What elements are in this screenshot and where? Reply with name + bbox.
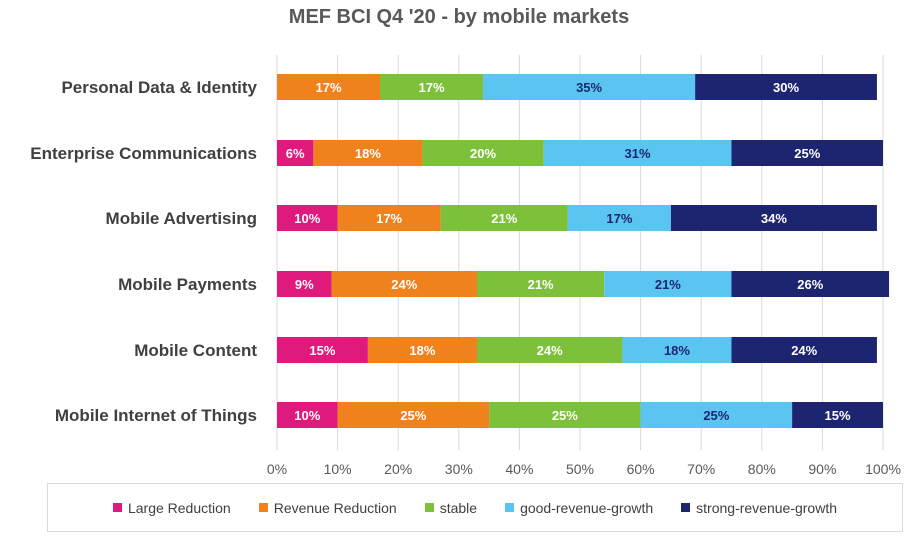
legend-label: Large Reduction bbox=[127, 499, 231, 516]
data-label: 18% bbox=[355, 146, 381, 161]
bar-segment bbox=[567, 205, 671, 231]
data-label: 9% bbox=[295, 277, 314, 292]
bar-segment bbox=[604, 271, 732, 297]
bar-segment bbox=[313, 140, 423, 166]
bar-segment bbox=[489, 402, 641, 428]
data-label: 25% bbox=[794, 146, 820, 161]
bar-segment bbox=[277, 74, 381, 100]
data-label: 17% bbox=[419, 80, 445, 95]
legend-label: strong-revenue-growth bbox=[696, 499, 838, 516]
data-label: 21% bbox=[528, 277, 554, 292]
data-label: 31% bbox=[625, 146, 651, 161]
category-label: Mobile Internet of Things bbox=[55, 406, 257, 425]
data-label: 17% bbox=[606, 211, 632, 226]
bar-segment bbox=[440, 205, 568, 231]
data-label: 10% bbox=[294, 408, 320, 423]
bar-segment bbox=[731, 140, 883, 166]
data-label: 17% bbox=[315, 80, 341, 95]
bar-segment bbox=[277, 402, 338, 428]
bar-segment bbox=[277, 271, 332, 297]
bar-segment bbox=[337, 402, 490, 428]
bar-segment bbox=[277, 140, 314, 166]
data-label: 30% bbox=[773, 80, 799, 95]
x-tick-label: 10% bbox=[324, 461, 352, 477]
legend: Large Reduction Revenue Reduction stable go… bbox=[47, 483, 903, 532]
x-tick-label: 100% bbox=[865, 461, 901, 477]
legend-swatch bbox=[258, 503, 268, 512]
legend-item: Large Reduction bbox=[112, 499, 231, 516]
data-label: 15% bbox=[825, 408, 851, 423]
legend-label: good-revenue-growth bbox=[520, 499, 654, 516]
bar-segment bbox=[380, 74, 484, 100]
bar-segment bbox=[543, 140, 732, 166]
data-label: 26% bbox=[797, 277, 823, 292]
x-tick-label: 60% bbox=[627, 461, 655, 477]
category-label: Mobile Content bbox=[134, 341, 257, 360]
data-label: 6% bbox=[286, 146, 305, 161]
x-tick-label: 80% bbox=[748, 461, 776, 477]
bar-segment bbox=[622, 337, 732, 363]
bar-segment bbox=[640, 402, 793, 428]
data-label: 25% bbox=[703, 408, 729, 423]
bar-segment bbox=[483, 74, 696, 100]
x-tick-label: 70% bbox=[687, 461, 715, 477]
legend-swatch bbox=[505, 503, 515, 512]
data-label: 34% bbox=[761, 211, 787, 226]
category-label: Mobile Advertising bbox=[106, 209, 257, 228]
data-label: 10% bbox=[294, 211, 320, 226]
data-label: 17% bbox=[376, 211, 402, 226]
category-label: Mobile Payments bbox=[118, 275, 257, 294]
bar-segment bbox=[476, 337, 623, 363]
bar-segment bbox=[422, 140, 544, 166]
bar-segment bbox=[695, 74, 877, 100]
legend-item: Revenue Reduction bbox=[258, 499, 397, 516]
x-tick-label: 40% bbox=[505, 461, 533, 477]
legend-swatch bbox=[681, 503, 691, 512]
legend-swatch bbox=[424, 503, 434, 512]
data-label: 20% bbox=[470, 146, 496, 161]
data-label: 35% bbox=[576, 80, 602, 95]
bar-segment bbox=[331, 271, 477, 297]
x-tick-label: 90% bbox=[808, 461, 836, 477]
legend-item: good-revenue-growth bbox=[505, 500, 653, 516]
data-label: 21% bbox=[491, 211, 517, 226]
legend-item: strong-revenue-growth bbox=[681, 500, 837, 516]
data-label: 24% bbox=[791, 343, 817, 358]
category-label: Enterprise Communications bbox=[30, 144, 257, 163]
bar-segment bbox=[337, 205, 441, 231]
gridlines bbox=[276, 55, 884, 450]
data-label: 18% bbox=[409, 343, 435, 358]
bar-segment bbox=[792, 402, 883, 428]
data-label: 24% bbox=[537, 343, 563, 358]
data-label: 18% bbox=[664, 343, 690, 358]
data-label: 25% bbox=[552, 408, 578, 423]
bar-segment bbox=[731, 271, 890, 297]
legend-item: stable bbox=[424, 499, 478, 516]
chart-title: MEF BCI Q4 '20 - by mobile markets bbox=[288, 6, 630, 28]
legend-label: Revenue Reduction bbox=[273, 499, 397, 516]
category-label: Personal Data & Identity bbox=[61, 78, 257, 97]
bar-segment bbox=[670, 205, 877, 231]
x-tick-label: 50% bbox=[566, 461, 594, 477]
bar-segment bbox=[476, 271, 605, 297]
plot-area: 0% 10% 20% 30% 40% 50% 60% 70% 80% 90% 100% Persona… bbox=[30, 55, 901, 477]
legend-swatch bbox=[112, 503, 122, 512]
x-tick-label: 20% bbox=[384, 461, 412, 477]
data-label: 24% bbox=[391, 277, 417, 292]
data-label: 21% bbox=[655, 277, 681, 292]
bar-segment bbox=[367, 337, 477, 363]
legend-label: stable bbox=[439, 499, 478, 516]
x-tick-label: 30% bbox=[445, 461, 473, 477]
bar-segment bbox=[731, 337, 877, 363]
data-label: 15% bbox=[309, 343, 335, 358]
x-tick-label: 0% bbox=[267, 461, 287, 477]
bar-segment bbox=[277, 337, 368, 363]
bar-segment bbox=[277, 205, 338, 231]
data-label: 25% bbox=[400, 408, 426, 423]
